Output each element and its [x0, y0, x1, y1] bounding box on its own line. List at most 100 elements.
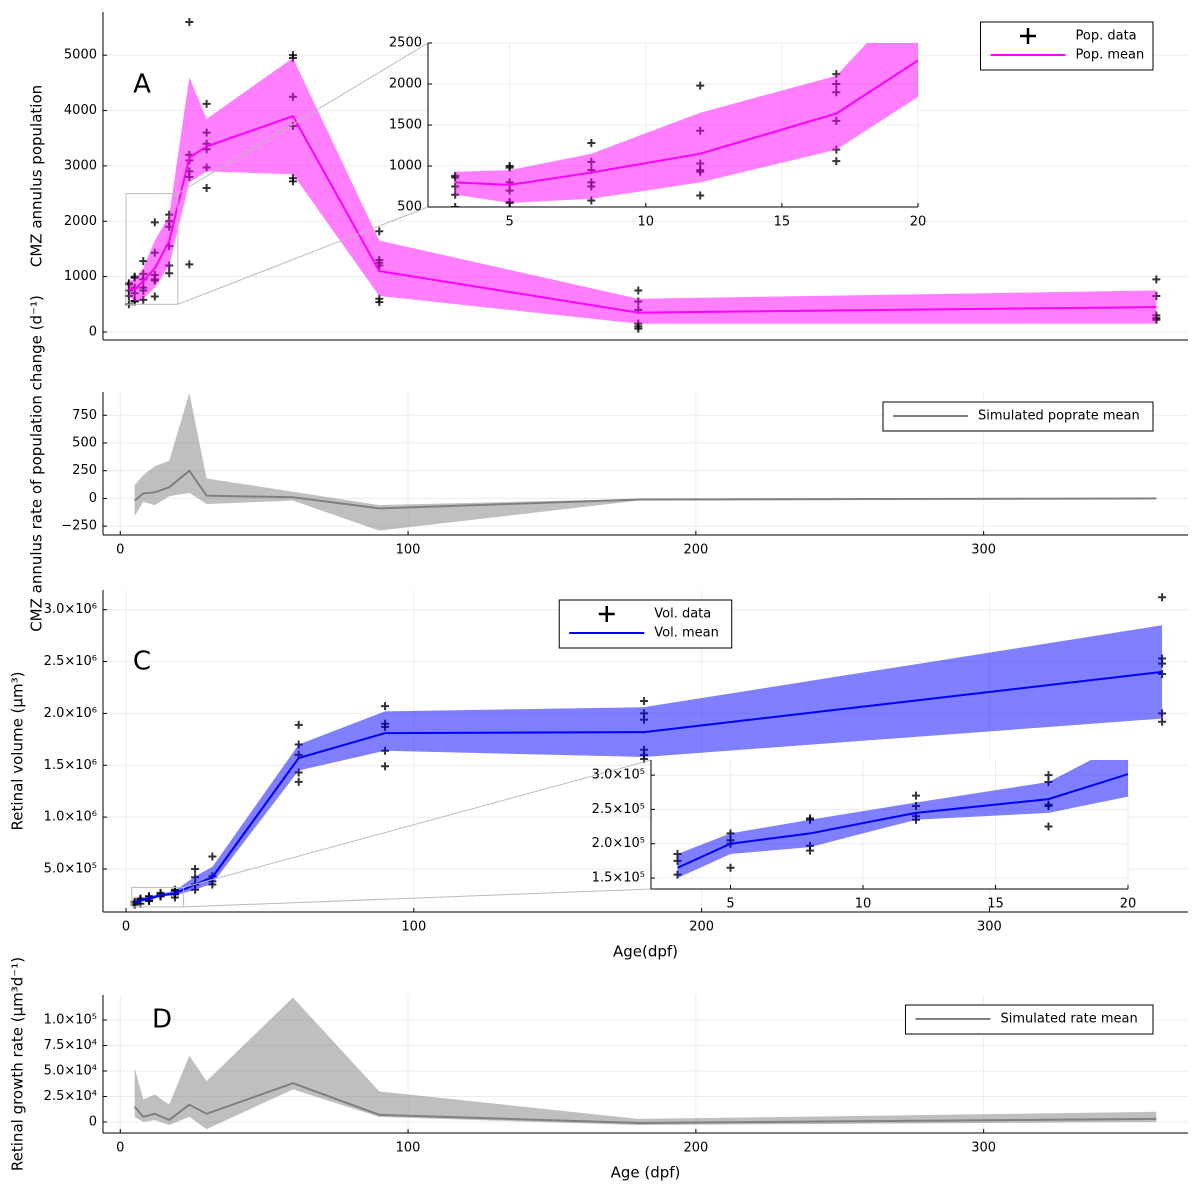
legend-label: Pop. mean	[1076, 48, 1145, 63]
x-tick-label: 100	[396, 543, 421, 558]
y-tick-label: 1.0×10⁶	[44, 810, 97, 825]
y-tick-label: 1500	[389, 118, 422, 133]
x-tick-label: 100	[401, 920, 426, 935]
y-tick-label: 3.0×10⁶	[44, 602, 97, 617]
mean-line	[128, 114, 1157, 314]
data-point	[381, 762, 390, 771]
zoom-connector	[183, 759, 652, 888]
mean-line	[133, 1082, 1157, 1125]
y-tick-label: 1000	[64, 269, 97, 284]
data-point	[1158, 593, 1167, 602]
y-tick-label: 1.5×10⁶	[44, 758, 97, 773]
data-point	[375, 298, 384, 307]
data-point	[208, 852, 217, 861]
confidence-band	[134, 997, 1157, 1130]
y-tick-label: 5000	[64, 48, 97, 63]
zoom-connector	[177, 206, 429, 305]
legend-marker	[1020, 28, 1036, 44]
data-point	[288, 177, 297, 186]
data-point	[375, 227, 384, 236]
legend-box	[980, 21, 1154, 71]
y-tick-label: 2.0×10⁶	[44, 706, 97, 721]
x-tick-label: 300	[971, 1141, 996, 1156]
y-tick-label: 5.0×10⁴	[44, 1063, 97, 1078]
plot-area	[124, 17, 1161, 333]
y-tick-label: 500	[397, 200, 422, 215]
mean-line	[677, 773, 1128, 869]
confidence-band	[677, 760, 1128, 879]
y-tick-label: 0	[89, 324, 97, 339]
data-point	[696, 81, 705, 90]
panel-label: C	[133, 647, 151, 677]
mean-line	[134, 469, 1157, 510]
zoom-region	[131, 886, 185, 908]
x-tick-label: 15	[774, 215, 791, 230]
x-tick-label: 200	[689, 920, 714, 935]
data-point	[202, 99, 211, 108]
data-point	[139, 257, 148, 266]
y-tick-label: 2.5×10⁴	[44, 1089, 97, 1104]
x-tick-label: 5	[506, 215, 514, 230]
plot-area	[133, 997, 1157, 1130]
y-tick-label: 2500	[389, 36, 422, 51]
data-point	[185, 260, 194, 269]
data-point	[150, 292, 159, 301]
data-point	[1044, 771, 1053, 780]
y-tick-label: −250	[61, 519, 97, 534]
y-axis-label: Retinal growth rate (µm³d⁻¹)	[9, 957, 27, 1171]
x-tick-label: 200	[683, 543, 708, 558]
y-tick-label: 2000	[64, 214, 97, 229]
x-tick-label: 300	[971, 543, 996, 558]
data-point	[185, 17, 194, 26]
legend-label: Simulated poprate mean	[978, 409, 1140, 424]
y-tick-label: 0	[89, 491, 97, 506]
x-tick-label: 0	[116, 543, 124, 558]
zoom-connector	[183, 888, 652, 908]
y-axis-label: CMZ annulus population	[28, 85, 46, 267]
confidence-band	[128, 57, 1157, 324]
y-axis-label: CMZ annulus rate of population change (d…	[28, 295, 46, 632]
legend-marker	[598, 606, 615, 622]
data-point	[1158, 717, 1167, 726]
inset-plot-area	[451, 43, 918, 207]
panel-label: A	[133, 70, 151, 100]
confidence-band	[134, 625, 1163, 906]
x-tick-label: 0	[116, 1141, 124, 1156]
data-point	[381, 702, 390, 711]
y-tick-label: 3.0×10⁵	[592, 768, 645, 783]
plot-area	[134, 393, 1157, 531]
y-tick-label: 250	[72, 463, 97, 478]
mean-line	[455, 59, 918, 186]
y-tick-label: 1000	[389, 159, 422, 174]
x-axis-label: Age (dpf)	[611, 1164, 681, 1182]
x-tick-label: 20	[910, 215, 927, 230]
y-tick-label: 5.0×10⁵	[44, 861, 97, 876]
x-axis-label: Age(dpf)	[613, 943, 678, 961]
y-tick-label: 7.5×10⁴	[44, 1038, 97, 1053]
data-point	[634, 286, 643, 295]
y-tick-label: 0	[89, 1114, 97, 1129]
y-tick-label: 1.5×10⁵	[592, 871, 645, 886]
panel-label: D	[152, 1005, 172, 1035]
data-point	[806, 846, 814, 855]
x-tick-label: 15	[987, 897, 1004, 912]
y-tick-label: 2.5×10⁶	[44, 654, 97, 669]
zoom-connector	[177, 42, 429, 195]
data-point	[451, 203, 460, 207]
inset-plot-area	[673, 760, 1128, 879]
data-point	[294, 720, 303, 729]
data-point	[726, 863, 735, 872]
data-point	[696, 191, 705, 200]
data-point	[202, 184, 211, 193]
y-tick-label: 2000	[389, 77, 422, 92]
data-point	[165, 269, 174, 278]
data-point	[150, 218, 159, 227]
x-tick-label: 10	[638, 215, 655, 230]
data-point	[640, 696, 649, 705]
x-tick-label: 100	[396, 1141, 421, 1156]
data-point	[634, 324, 643, 333]
x-tick-label: 20	[1120, 897, 1137, 912]
x-tick-label: 0	[122, 920, 130, 935]
y-tick-label: 1.0×10⁵	[44, 1012, 97, 1027]
